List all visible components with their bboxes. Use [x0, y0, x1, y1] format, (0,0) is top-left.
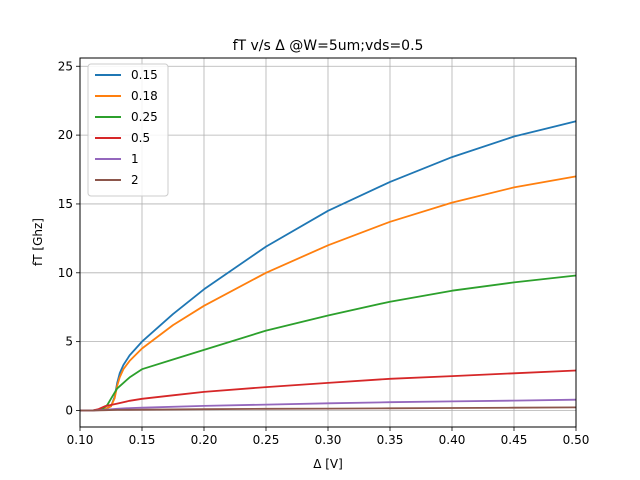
legend: 0.15 0.18 0.25 0.5 1 2	[87, 63, 169, 197]
x-tick-label: 0.20	[191, 433, 218, 447]
x-tick-label: 0.30	[315, 433, 342, 447]
y-tick-label: 15	[58, 197, 73, 211]
x-axis-ticks: 0.10 0.15 0.20 0.25 0.30 0.35 0.40 0.45 0.50	[67, 427, 590, 447]
legend-label: 0.18	[131, 89, 158, 103]
y-axis-label: fT [Ghz]	[31, 218, 45, 266]
legend-label: 0.25	[131, 110, 158, 124]
x-axis-label: Δ [V]	[313, 457, 343, 471]
y-axis-ticks: 0 5 10 15 20 25	[58, 59, 80, 417]
x-tick-label: 0.35	[377, 433, 404, 447]
x-tick-label: 0.40	[439, 433, 466, 447]
x-tick-label: 0.50	[563, 433, 590, 447]
series-layer	[80, 120, 577, 412]
series-line-0.18	[80, 175, 577, 412]
y-tick-label: 25	[58, 59, 73, 73]
legend-label: 2	[131, 173, 139, 187]
legend-label: 1	[131, 152, 139, 166]
chart-title: fT v/s Δ @W=5um;vds=0.5	[233, 38, 424, 54]
x-tick-label: 0.15	[129, 433, 156, 447]
legend-label: 0.5	[131, 131, 150, 145]
y-tick-label: 20	[58, 128, 73, 142]
legend-box	[87, 63, 169, 197]
legend-label: 0.15	[131, 68, 158, 82]
series-line-2	[80, 406, 577, 412]
x-tick-label: 0.45	[501, 433, 528, 447]
y-tick-label: 0	[65, 403, 73, 417]
series-line-0.5	[80, 369, 577, 412]
y-tick-label: 10	[58, 266, 73, 280]
y-tick-label: 5	[65, 335, 73, 349]
x-tick-label: 0.10	[67, 433, 94, 447]
x-tick-label: 0.25	[253, 433, 280, 447]
